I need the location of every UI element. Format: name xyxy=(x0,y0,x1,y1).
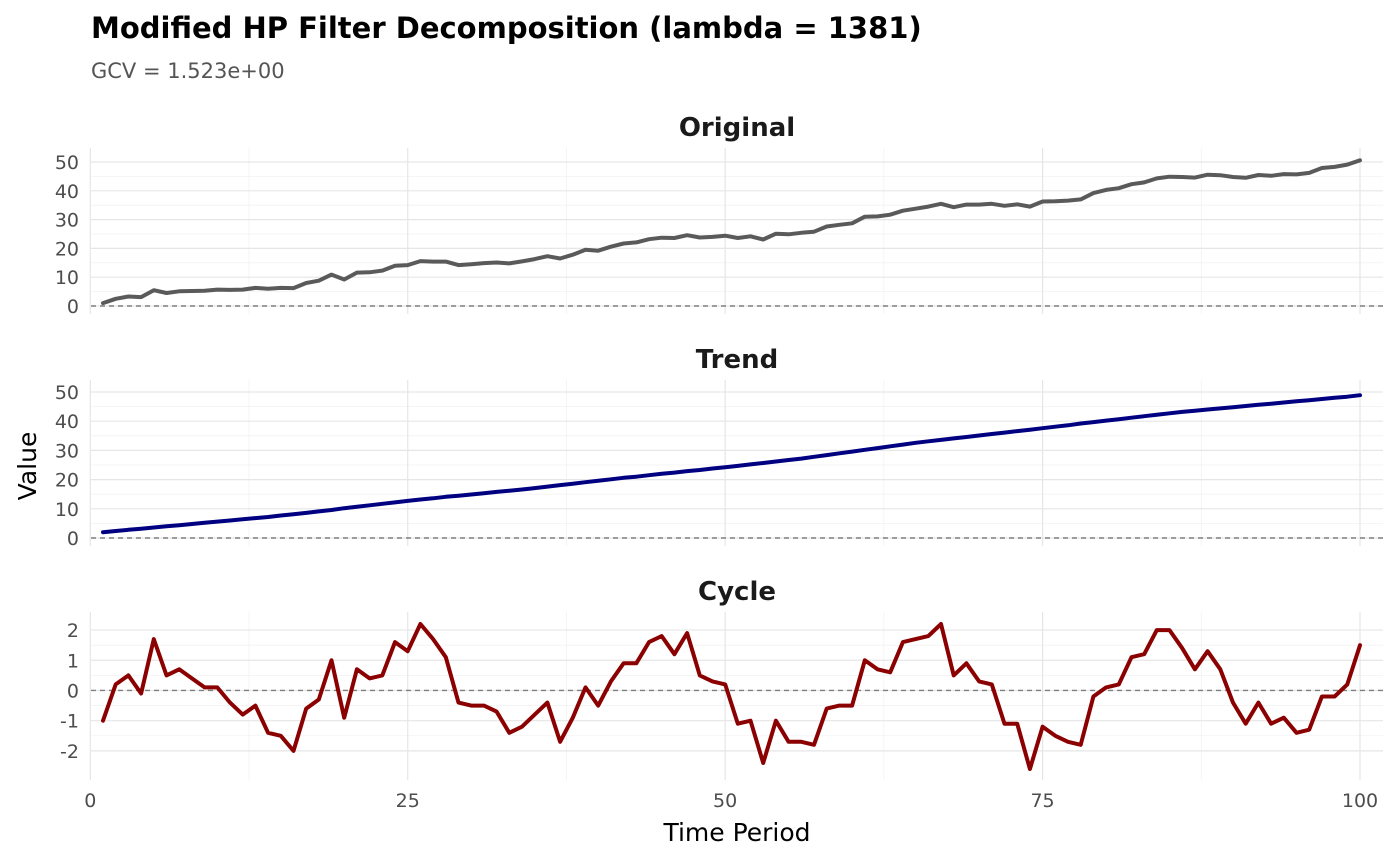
y-tick-label: 10 xyxy=(55,267,79,289)
y-tick-label: 0 xyxy=(67,680,79,702)
y-tick-label: -2 xyxy=(60,741,79,763)
y-tick-label: 20 xyxy=(55,470,79,492)
y-tick-label: 50 xyxy=(55,152,79,174)
y-tick-label: 40 xyxy=(55,181,79,203)
y-tick-label: 20 xyxy=(55,238,79,260)
x-tick-label: 50 xyxy=(713,790,737,812)
x-axis: 0 25 50 75 100 xyxy=(84,790,1378,812)
y-tick-label: 30 xyxy=(55,440,79,462)
panel-cycle: Cycle -2 -1 0 1 2 xyxy=(60,577,1383,780)
y-axis-title: Value xyxy=(13,432,42,501)
x-tick-label: 25 xyxy=(396,790,420,812)
y-tick-label: -1 xyxy=(60,711,79,733)
facet-panels: Original01020304050Trend01020304050Cycle… xyxy=(55,113,1383,780)
y-tick-label: 2 xyxy=(67,620,79,642)
panel-trend: Trend 0 10 20 30 40 50 xyxy=(55,345,1383,550)
y-tick-label: 40 xyxy=(55,411,79,433)
series-line-trend xyxy=(101,393,1362,535)
x-tick-label: 75 xyxy=(1030,790,1054,812)
panel-title-original: Original xyxy=(679,113,795,143)
x-axis-title: Time Period xyxy=(662,818,810,847)
y-tick-label: 0 xyxy=(67,528,79,550)
x-tick-label: 100 xyxy=(1342,790,1378,812)
panel-title-cycle: Cycle xyxy=(698,577,776,607)
chart-title: Modified HP Filter Decomposition (lambda… xyxy=(91,11,922,45)
panel-title-trend: Trend xyxy=(696,345,778,375)
panel-original: Original 0 10 20 30 40 50 xyxy=(55,113,1383,318)
y-tick-label: 10 xyxy=(55,499,79,521)
y-tick-label: 30 xyxy=(55,210,79,232)
series-line-cycle xyxy=(101,622,1362,771)
chart-subtitle: GCV = 1.523e+00 xyxy=(91,59,285,83)
y-tick-label: 1 xyxy=(67,650,79,672)
y-tick-label: 50 xyxy=(55,382,79,404)
x-tick-label: 0 xyxy=(84,790,96,812)
series-line-original xyxy=(101,158,1362,306)
y-tick-label: 0 xyxy=(67,296,79,318)
